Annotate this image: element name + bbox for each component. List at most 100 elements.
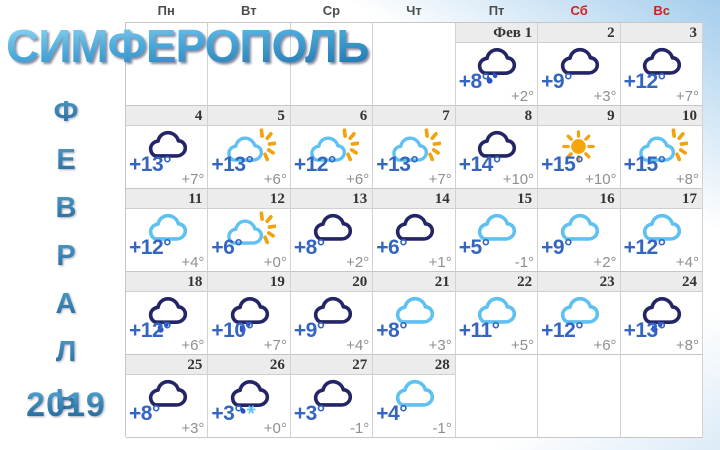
day-cell[interactable]: 7 +13° +7°: [373, 106, 456, 189]
day-cell[interactable]: 6 +12° +6°: [290, 106, 374, 189]
day-cell-body: +9° +2°: [538, 209, 619, 271]
low-temp: +0°: [263, 420, 287, 437]
day-cell-body: +9° +3°: [538, 43, 619, 105]
low-temp: +3°: [593, 88, 617, 105]
day-cell[interactable]: 5 +13° +6°: [208, 106, 291, 189]
day-cell-body: +9° +4°: [291, 292, 372, 354]
cloud-light-icon: [391, 294, 437, 332]
day-cell[interactable]: 17 +12° +4°: [620, 189, 703, 272]
day-cell[interactable]: Фев 1 +8° +2°: [455, 23, 539, 106]
day-cell[interactable]: 15 +5° -1°: [455, 189, 539, 272]
day-cell-body: +11° +5°: [456, 292, 537, 354]
day-number: 22: [455, 272, 538, 292]
day-cell[interactable]: 18 +12° +6°: [126, 272, 209, 355]
day-cell[interactable]: 9 +15° +10°: [538, 106, 621, 189]
day-cell[interactable]: 3 +12° +7°: [620, 23, 703, 106]
day-cell[interactable]: 21 +8° +3°: [373, 272, 456, 355]
low-temp: +6°: [263, 171, 287, 188]
low-temp: +6°: [181, 337, 205, 354]
day-cell[interactable]: 22 +11° +5°: [455, 272, 539, 355]
day-number: 11: [126, 189, 208, 209]
high-temp: +12°: [623, 70, 667, 93]
sleet-cloud-icon: [226, 377, 272, 424]
day-cell[interactable]: 28 +4° -1°: [373, 355, 456, 438]
high-temp: +13°: [129, 153, 172, 176]
weekday-label: Чт: [406, 3, 422, 18]
high-temp: +8°: [293, 236, 325, 259]
month-letter: Е: [0, 136, 132, 184]
day-number: 10: [620, 106, 702, 126]
day-cell[interactable]: 27 +3° -1°: [290, 355, 374, 438]
day-cell-body: +12° +7°: [621, 43, 702, 105]
low-temp: +2°: [346, 254, 370, 271]
low-temp: +7°: [675, 88, 699, 105]
weekday-label: Пн: [157, 3, 175, 18]
day-cell[interactable]: 25 +8° +3°: [126, 355, 209, 438]
high-temp: +13°: [623, 319, 667, 342]
day-cell[interactable]: 10 +15° +8°: [620, 106, 703, 189]
day-cell[interactable]: 12 +6° +0°: [208, 189, 291, 272]
day-cell[interactable]: 13 +8° +2°: [290, 189, 374, 272]
month-letter: Р: [0, 232, 132, 280]
low-temp: +2°: [593, 254, 617, 271]
high-temp: +13°: [211, 153, 254, 176]
day-number: 2: [538, 23, 620, 43]
high-temp: +12°: [129, 236, 172, 259]
high-temp: +3°: [211, 402, 243, 425]
weekday-label: Вт: [241, 3, 257, 18]
day-cell[interactable]: 11 +12° +4°: [126, 189, 209, 272]
high-temp: +9°: [293, 319, 325, 342]
day-cell[interactable]: 24 +13° +8°: [620, 272, 703, 355]
day-number: 8: [455, 106, 538, 126]
empty-cell: [455, 355, 539, 438]
day-cell-body: +15° +8°: [621, 126, 702, 188]
day-cell[interactable]: 14 +6° +1°: [373, 189, 456, 272]
low-temp: +4°: [346, 337, 370, 354]
low-temp: +1°: [428, 254, 452, 271]
low-temp: +3°: [181, 420, 205, 437]
rain-cloud-icon: [226, 294, 272, 341]
day-cell-body: +8° +2°: [456, 43, 537, 105]
day-cell-body: +14° +10°: [456, 126, 537, 188]
high-temp: +8°: [129, 402, 160, 425]
low-temp: +4°: [675, 254, 699, 271]
day-cell[interactable]: 23 +12° +6°: [538, 272, 621, 355]
high-temp: +12°: [541, 319, 584, 342]
day-number: 16: [538, 189, 620, 209]
day-cell-body: +13° +8°: [621, 292, 702, 354]
partly-sunny-icon: [222, 128, 277, 171]
high-temp: +12°: [623, 236, 667, 259]
low-temp: -1°: [432, 420, 452, 437]
low-temp: +5°: [511, 337, 535, 354]
weekday-label: Вс: [653, 3, 671, 18]
day-cell[interactable]: 26 +3° +0°: [208, 355, 291, 438]
day-cell-body: +8° +3°: [373, 292, 454, 354]
day-number: 28: [373, 355, 455, 375]
day-cell[interactable]: 16 +9° +2°: [538, 189, 621, 272]
high-temp: +8°: [458, 70, 490, 93]
low-temp: +6°: [593, 337, 617, 354]
day-number: 24: [620, 272, 702, 292]
weekday-label: Ср: [322, 3, 341, 18]
day-cell[interactable]: 4 +13° +7°: [126, 106, 209, 189]
day-cell-body: +12° +6°: [126, 292, 207, 354]
high-temp: +14°: [458, 153, 502, 176]
day-cell-body: +3° -1°: [291, 375, 372, 437]
day-cell[interactable]: 19 +10° +7°: [208, 272, 291, 355]
day-number: 4: [126, 106, 208, 126]
day-cell-body: +13° +7°: [373, 126, 454, 188]
day-cell-body: +15° +10°: [538, 126, 619, 188]
day-cell-body: +8° +3°: [126, 375, 207, 437]
cloud-dark-icon: [144, 377, 190, 415]
day-cell[interactable]: 2 +9° +3°: [538, 23, 621, 106]
high-temp: +9°: [541, 236, 572, 259]
day-cell[interactable]: 20 +9° +4°: [290, 272, 374, 355]
cloud-dark-icon: [638, 45, 684, 83]
day-cell-body: +12° +6°: [291, 126, 372, 188]
partly-sunny-icon: [305, 128, 359, 171]
high-temp: +9°: [541, 70, 572, 93]
partly-sunny-icon: [387, 128, 442, 171]
low-temp: +10°: [502, 171, 535, 188]
day-cell[interactable]: 8 +14° +10°: [455, 106, 539, 189]
